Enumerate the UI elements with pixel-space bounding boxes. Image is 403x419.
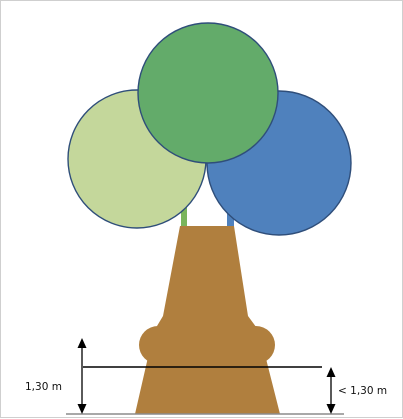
left-arrow-head-bottom (77, 404, 87, 414)
canopy-center (137, 22, 279, 164)
branch-left (181, 206, 187, 232)
branch-right (227, 206, 234, 232)
left-height-label: 1,30 m (25, 381, 62, 393)
right-arrow-head-top (326, 367, 336, 377)
right-height-label: < 1,30 m (338, 385, 387, 397)
trunk (135, 226, 280, 414)
right-arrow-head-bottom (326, 404, 336, 414)
buttress-body (158, 326, 256, 364)
left-arrow-head-top (77, 338, 87, 348)
